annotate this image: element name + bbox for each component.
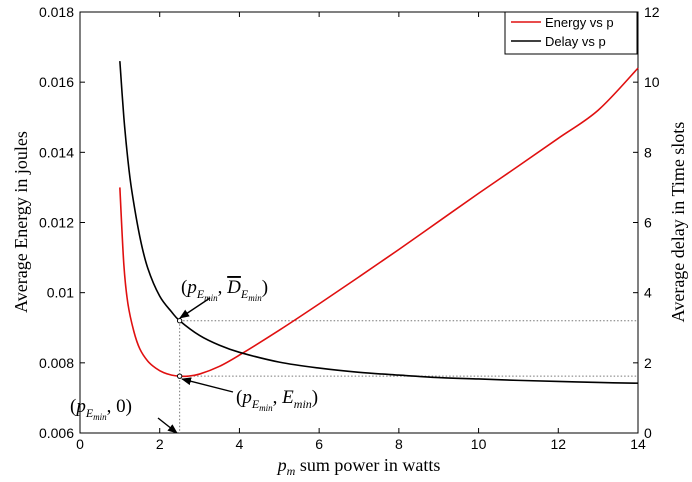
x-tick-label: 12 <box>550 436 566 452</box>
y-right-tick-label: 2 <box>644 355 652 371</box>
y-right-tick-label: 4 <box>644 285 652 301</box>
x-tick-label: 8 <box>395 436 403 452</box>
series-line-delay <box>119 61 639 384</box>
energy-min-point <box>176 373 183 379</box>
legend-label-delay: Delay vs p <box>545 34 606 49</box>
x-tick-label: 4 <box>236 436 244 452</box>
y-left-tick-label: 0.012 <box>39 215 74 231</box>
reference-lines <box>179 320 638 433</box>
legend-box <box>504 11 638 55</box>
plot-frame <box>79 11 639 434</box>
y-left-tick-label: 0.014 <box>39 144 74 160</box>
svg-text:(pEmin, DEmin): (pEmin, DEmin) <box>181 277 268 303</box>
y-right-tick-label: 10 <box>644 74 660 90</box>
x-tick-label: 10 <box>471 436 487 452</box>
x-tick-label: 0 <box>76 436 84 452</box>
series-line-energy <box>119 67 639 378</box>
y-right-tick-label: 12 <box>644 4 660 20</box>
y-right-axis-label: Average delay in Time slots <box>668 122 688 323</box>
x-tick-label: 14 <box>630 436 646 452</box>
point-markers <box>176 318 183 379</box>
y-left-tick-label: 0.018 <box>39 4 74 20</box>
axis-ticks <box>79 11 639 434</box>
legend-label-energy: Energy vs p <box>545 15 614 30</box>
y-right-tick-label: 0 <box>644 425 652 441</box>
annotation-x-point: (pEmin, 0) <box>70 396 178 434</box>
delay-min-point <box>176 318 183 324</box>
series-layer <box>119 61 639 384</box>
y-left-axis-label: Average Energy in joules <box>11 131 31 313</box>
svg-text:(pEmin, 0): (pEmin, 0) <box>70 396 132 422</box>
y-left-tick-label: 0.016 <box>39 74 74 90</box>
axis-tick-labels: 0 2 4 6 8 10 12 14 0.006 0.008 0.01 0.012 0.014 0.016… <box>39 4 660 452</box>
y-right-tick-label: 8 <box>644 144 652 160</box>
legend: Energy vs p Delay vs p <box>504 11 638 55</box>
x-axis-label: pm sum power in watts <box>276 455 441 477</box>
y-left-tick-label: 0.008 <box>39 355 74 371</box>
x-tick-label: 6 <box>315 436 323 452</box>
svg-text:(pEmin, Emin): (pEmin, Emin) <box>236 387 318 413</box>
annotation-energy-point: (pEmin, Emin) <box>181 377 318 413</box>
x-tick-label: 2 <box>156 436 164 452</box>
y-right-tick-label: 6 <box>644 215 652 231</box>
annotation-delay-point: (pEmin, DEmin) <box>179 277 268 319</box>
y-left-tick-label: 0.006 <box>39 425 74 441</box>
y-left-tick-label: 0.01 <box>47 285 74 301</box>
